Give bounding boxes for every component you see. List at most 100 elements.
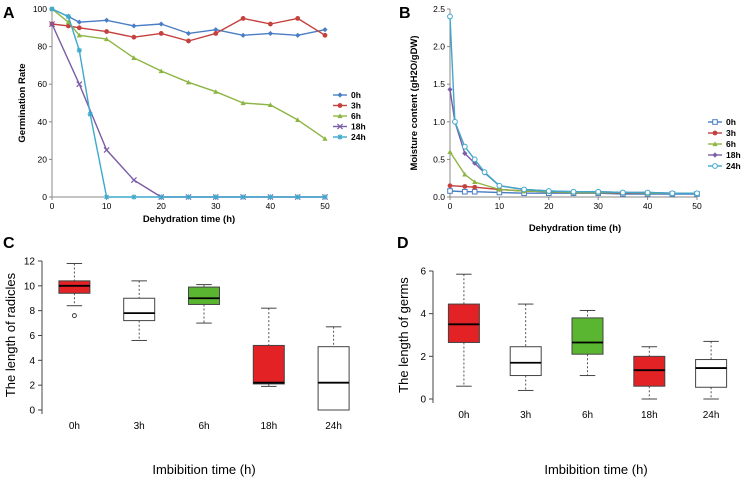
data-point-3h (472, 184, 478, 190)
data-point-24h (295, 194, 301, 200)
box-3h (123, 280, 156, 341)
x-tick-label: 40 (266, 201, 276, 211)
data-point-3h (240, 16, 246, 21)
x-tick-label: 3h (520, 410, 531, 421)
y-tick-label: 2 (420, 352, 426, 363)
data-point-0h (131, 23, 137, 29)
x-tick-label: 24h (703, 410, 720, 421)
panel-a-germination-rate-chart: A Germination Rate Dehydration time (h) … (3, 4, 366, 225)
data-point-24h (471, 156, 478, 163)
series-line-24h (449, 16, 697, 194)
data-point-18h (447, 86, 453, 93)
data-point-18h (462, 150, 468, 156)
panel-d-germ-length-boxplot: D The length of germs Imbibition time (h… (396, 235, 728, 477)
legend-label-0h: 0h (351, 90, 361, 100)
x-tick-label: 20 (544, 201, 554, 211)
box-24h (317, 326, 350, 411)
data-point-24h (65, 13, 71, 20)
box-body (571, 317, 604, 355)
y-tick-label: 2.5 (433, 4, 445, 14)
data-point-24h (570, 188, 577, 195)
y-tick-label: 80 (38, 42, 48, 52)
panel-label-a: A (3, 5, 15, 22)
legend-label-24h: 24h (726, 161, 741, 171)
legend-label-18h: 18h (351, 122, 366, 132)
box-body (252, 344, 285, 385)
data-point-3h (186, 38, 191, 44)
box-body (188, 286, 220, 305)
data-point-6h (240, 100, 246, 106)
x-tick-label: 0 (50, 201, 55, 211)
y-tick-label: 6 (29, 331, 35, 342)
data-point-24h (49, 6, 55, 12)
legend-marker-24h (337, 134, 343, 140)
panel-label-b: B (399, 5, 411, 22)
box-3h (509, 303, 542, 391)
box-body (123, 297, 156, 322)
data-point-24h (595, 188, 602, 195)
panel-b-moisture-content-chart: B Moisture content (gH2O/gDW) Dehydratio… (399, 4, 741, 234)
data-point-6h (158, 68, 164, 74)
legend-marker-0h (337, 92, 343, 98)
data-point-3h (76, 25, 82, 31)
y-tick-label: 0.0 (433, 192, 445, 202)
data-point-6h (462, 171, 468, 177)
data-point-24h (669, 190, 676, 197)
x-tick-label: 30 (593, 201, 603, 211)
data-point-24h (322, 194, 328, 200)
x-tick-label: 20 (156, 201, 166, 211)
y-tick-label: 8 (29, 306, 35, 317)
data-point-24h (158, 194, 164, 200)
x-axis-title: Imbibition time (h) (152, 462, 255, 477)
legend-marker-24h (712, 163, 718, 169)
y-axis-title: The length of germs (396, 277, 411, 393)
x-tick-label: 0h (69, 421, 80, 432)
data-point-6h (185, 79, 192, 85)
data-point-3h (104, 29, 109, 34)
data-point-24h (452, 118, 458, 125)
legend-label-6h: 6h (726, 139, 736, 149)
data-point-3h (65, 23, 71, 29)
legend-label-3h: 3h (351, 101, 361, 111)
data-point-24h (545, 188, 552, 194)
data-point-3h (462, 184, 468, 189)
series-0h (49, 6, 328, 38)
box-body (509, 346, 542, 377)
data-point-6h (447, 149, 453, 154)
box-0h (447, 273, 480, 387)
data-point-6h (65, 19, 71, 25)
data-point-3h (295, 16, 301, 21)
data-point-3h (213, 31, 219, 36)
y-tick-label: 0 (420, 395, 426, 406)
data-point-24h (267, 194, 273, 200)
x-tick-label: 6h (582, 410, 593, 421)
data-point-3h (131, 34, 137, 40)
legend-label-18h: 18h (726, 150, 741, 160)
box-0h (58, 262, 91, 319)
series-18h (48, 21, 329, 201)
y-tick-label: 0.5 (433, 154, 445, 164)
y-tick-label: 1.0 (433, 117, 445, 127)
data-point-6h (213, 89, 219, 94)
x-tick-label: 50 (320, 201, 330, 211)
y-tick-label: 4 (420, 309, 426, 320)
data-point-24h (481, 169, 488, 176)
data-point-24h (694, 190, 700, 197)
data-point-6h (496, 186, 502, 192)
data-point-3h (322, 32, 328, 38)
data-point-24h (185, 194, 192, 200)
y-axis-title: Moisture content (gH2O/gDW) (409, 35, 420, 170)
data-point-24h (87, 111, 93, 117)
box-18h (252, 307, 285, 387)
box-body (317, 346, 350, 411)
box-18h (633, 346, 666, 400)
data-point-24h (521, 186, 527, 193)
data-point-24h (240, 194, 246, 200)
panel-c-radicle-length-boxplot: C The length of radicles Imbibition time… (3, 235, 350, 477)
data-point-0h (295, 32, 301, 38)
x-tick-label: 30 (211, 201, 221, 211)
x-tick-label: 18h (641, 410, 658, 421)
